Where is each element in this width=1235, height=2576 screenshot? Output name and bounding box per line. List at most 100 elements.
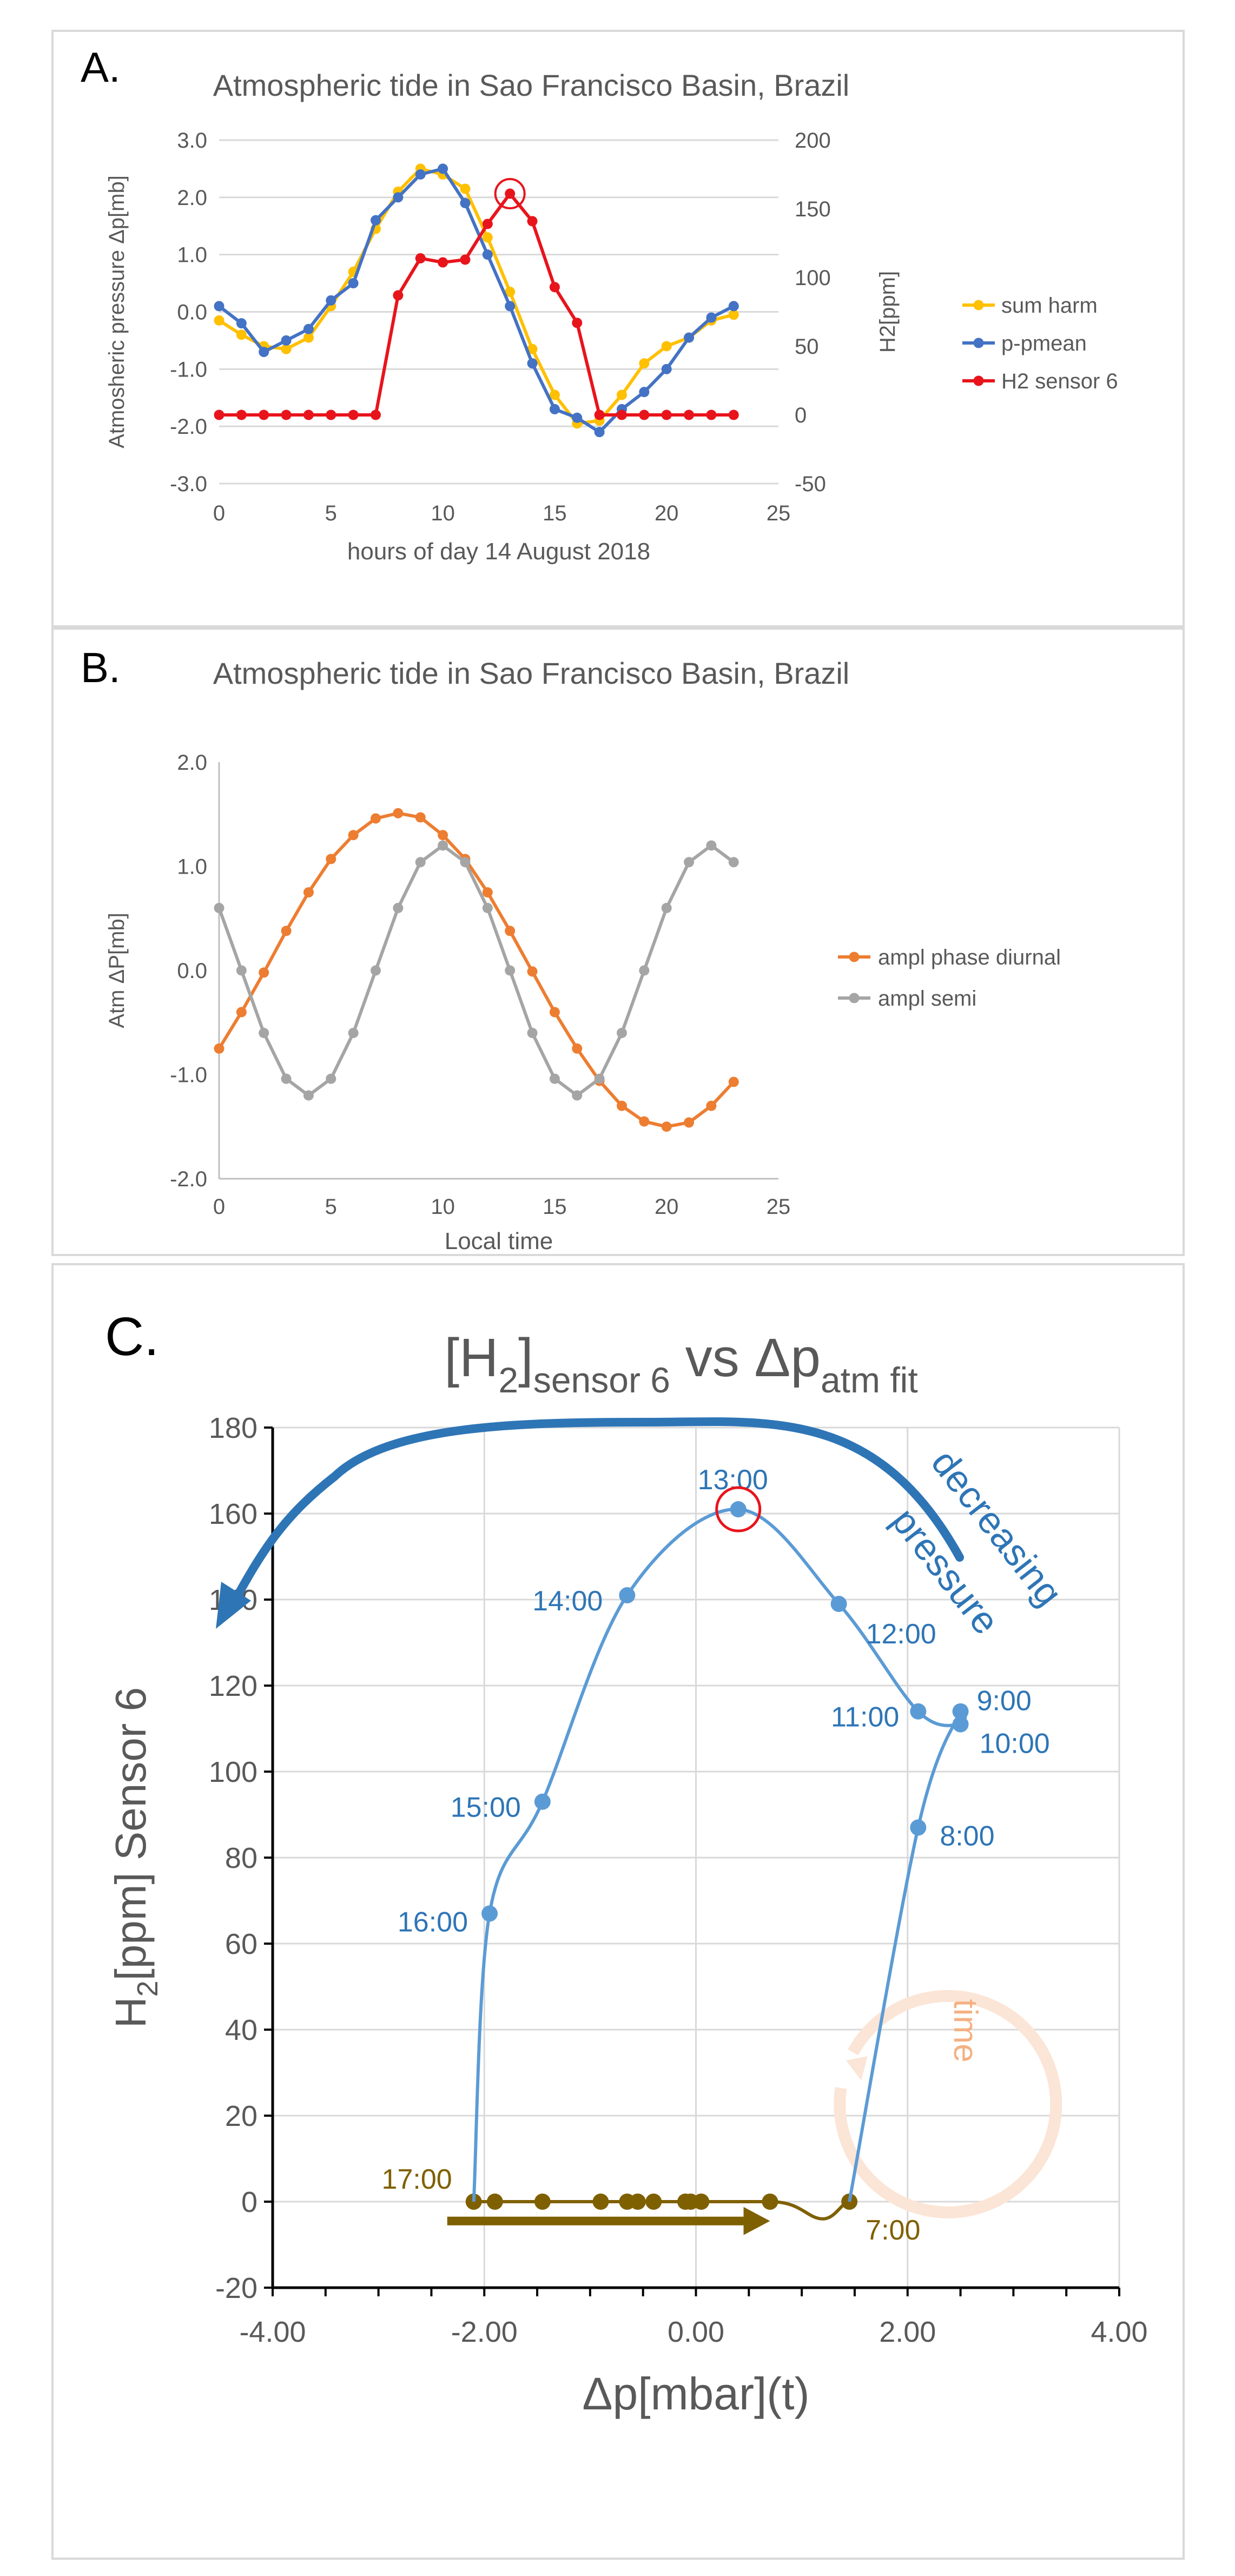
data-point [729, 1076, 739, 1087]
data-point [617, 1028, 627, 1038]
data-point [326, 1074, 336, 1084]
data-point [281, 335, 292, 346]
y-tick-label: 20 [225, 2100, 257, 2132]
data-point [371, 410, 381, 420]
data-point [706, 313, 716, 323]
legend-swatch-marker [849, 993, 860, 1003]
data-point [639, 966, 649, 976]
x-axis-label: Δp[mbar](t) [582, 2368, 809, 2419]
y2-tick-label: 200 [795, 129, 831, 153]
data-point [505, 926, 515, 936]
data-point [393, 808, 403, 818]
data-point [639, 358, 649, 368]
data-point [662, 341, 672, 352]
title-part: atm fit [821, 1360, 918, 1400]
y-tick-label: 1.0 [177, 243, 207, 267]
y-tick-label: 60 [225, 1928, 257, 1960]
chart-c-title: [H2]sensor 6 vs Δpatm fit [444, 1327, 917, 1400]
x-tick-label: -4.00 [239, 2316, 306, 2348]
y-axis-label: Atm ΔP[mb] [105, 913, 129, 1028]
blue-data-point [910, 1819, 926, 1835]
data-point [393, 192, 403, 202]
data-point [639, 410, 649, 420]
title-part: vs Δp [670, 1327, 821, 1388]
data-point [662, 364, 672, 374]
data-point [438, 841, 448, 851]
brown-series-line [474, 2202, 849, 2219]
point-label: 15:00 [451, 1792, 521, 1824]
point-label: 10:00 [980, 1728, 1050, 1760]
data-point [303, 887, 314, 897]
x-tick-label: 25 [767, 1195, 791, 1219]
panel-b: B. Atmospheric tide in Sao Francisco Bas… [51, 628, 1185, 1256]
x-tick-label: 5 [325, 1195, 337, 1219]
data-point [684, 857, 694, 867]
y-tick-label: 80 [225, 1842, 257, 1874]
data-point [214, 1043, 224, 1054]
data-point [729, 857, 739, 867]
y-axis-label: H2[ppm] Sensor 6 [107, 1687, 164, 2028]
data-point [483, 887, 493, 897]
data-point [706, 1101, 716, 1111]
y2-axis-label: H2[ppm] [876, 271, 900, 353]
point-label: 17:00 [382, 2164, 452, 2195]
data-point [348, 278, 359, 288]
x-tick-label: 5 [325, 501, 337, 525]
point-label: 11:00 [831, 1702, 899, 1733]
title-part: [H [444, 1327, 498, 1388]
data-point [460, 254, 470, 265]
data-point [281, 410, 292, 420]
data-point [259, 1028, 269, 1038]
blue-data-point [730, 1501, 747, 1517]
data-point [371, 813, 381, 823]
y-axis-label-part: H [107, 1997, 155, 2028]
x-tick-label: 0 [213, 1195, 225, 1219]
blue-data-point [481, 1905, 498, 1921]
brown-data-point [487, 2194, 503, 2210]
y-tick-label: -20 [215, 2272, 257, 2304]
data-point [617, 389, 627, 400]
y-tick-label: -1.0 [170, 358, 207, 381]
data-point [236, 966, 247, 976]
y-tick-label: 2.0 [177, 751, 207, 775]
data-point [415, 169, 426, 180]
y-tick-label: -1.0 [170, 1064, 207, 1087]
data-point [214, 301, 224, 311]
data-point [729, 301, 739, 311]
data-point [483, 249, 493, 260]
x-tick-label: 4.00 [1091, 2316, 1147, 2348]
blue-data-point [619, 1587, 635, 1603]
legend-swatch-marker [974, 300, 984, 311]
data-point [550, 1074, 560, 1084]
x-tick-label: 15 [543, 501, 567, 525]
point-label: 12:00 [866, 1619, 936, 1650]
data-point [460, 198, 470, 208]
y-axis-label-part: [ppm] Sensor 6 [107, 1687, 155, 1981]
brown-data-point [534, 2194, 551, 2210]
blue-data-point [910, 1703, 926, 1720]
chart-a-title: Atmospheric tide in Sao Francisco Basin,… [213, 68, 850, 102]
point-label: 14:00 [532, 1586, 603, 1617]
y-tick-label: 120 [209, 1670, 257, 1702]
panel-a: A. Atmospheric tide in Sao Francisco Bas… [51, 30, 1185, 628]
data-point [527, 216, 538, 226]
data-point [595, 427, 605, 437]
x-tick-label: 0.00 [668, 2316, 724, 2348]
data-point [505, 966, 515, 976]
y-tick-label: -3.0 [170, 472, 207, 496]
data-point [236, 1007, 247, 1018]
data-point [326, 854, 336, 864]
brown-data-point [630, 2194, 646, 2210]
data-point [706, 410, 716, 420]
series-line-0 [219, 169, 734, 424]
data-point [505, 189, 515, 199]
data-point [259, 410, 269, 420]
title-part: ] [518, 1327, 533, 1388]
data-point [393, 290, 403, 301]
x-tick-label: 10 [431, 501, 455, 525]
data-point [684, 333, 694, 343]
x-tick-label: 15 [543, 1195, 567, 1219]
series-line-1 [219, 846, 734, 1095]
point-label: 13:00 [698, 1464, 768, 1496]
y-axis-label-part: 2 [131, 1980, 164, 1997]
